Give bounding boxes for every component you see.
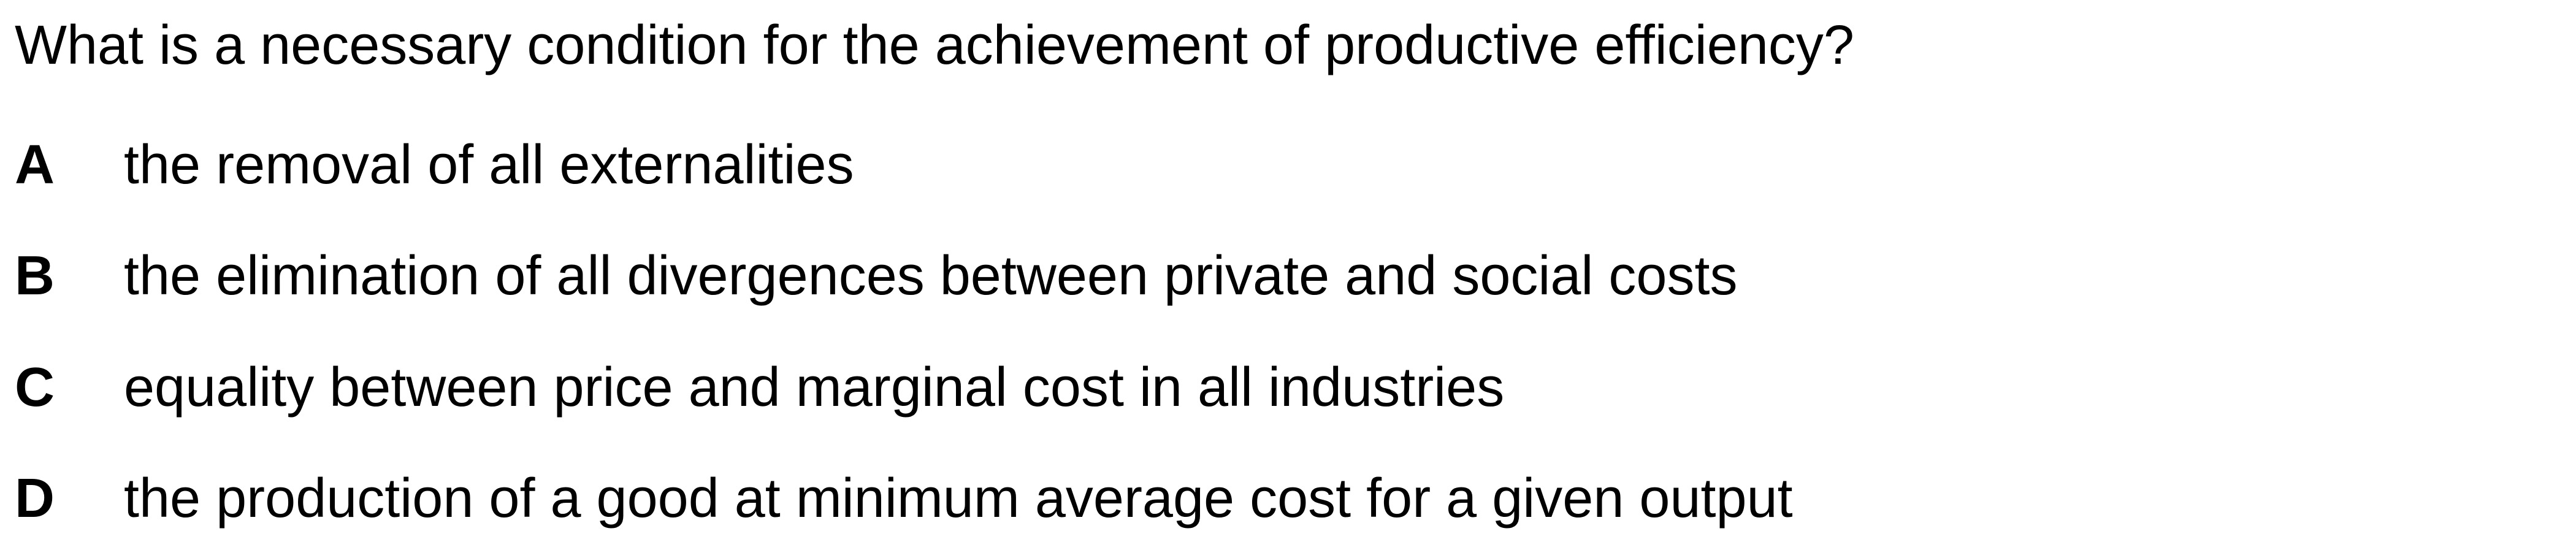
- option-b[interactable]: B the elimination of all divergences bet…: [15, 239, 2529, 313]
- option-letter: B: [15, 245, 55, 307]
- option-text: the removal of all externalities: [124, 134, 854, 196]
- option-text: the elimination of all divergences betwe…: [124, 245, 1738, 307]
- question-text: What is a necessary condition for the ac…: [15, 15, 1854, 76]
- option-text: the production of a good at minimum aver…: [124, 468, 1793, 529]
- option-a[interactable]: A the removal of all externalities: [15, 128, 2529, 202]
- option-text: equality between price and marginal cost…: [124, 357, 1505, 418]
- option-letter: C: [15, 357, 55, 418]
- option-letter: D: [15, 468, 55, 529]
- option-d[interactable]: D the production of a good at minimum av…: [15, 462, 2529, 535]
- option-c[interactable]: C equality between price and marginal co…: [15, 351, 2529, 424]
- option-letter: A: [15, 134, 55, 196]
